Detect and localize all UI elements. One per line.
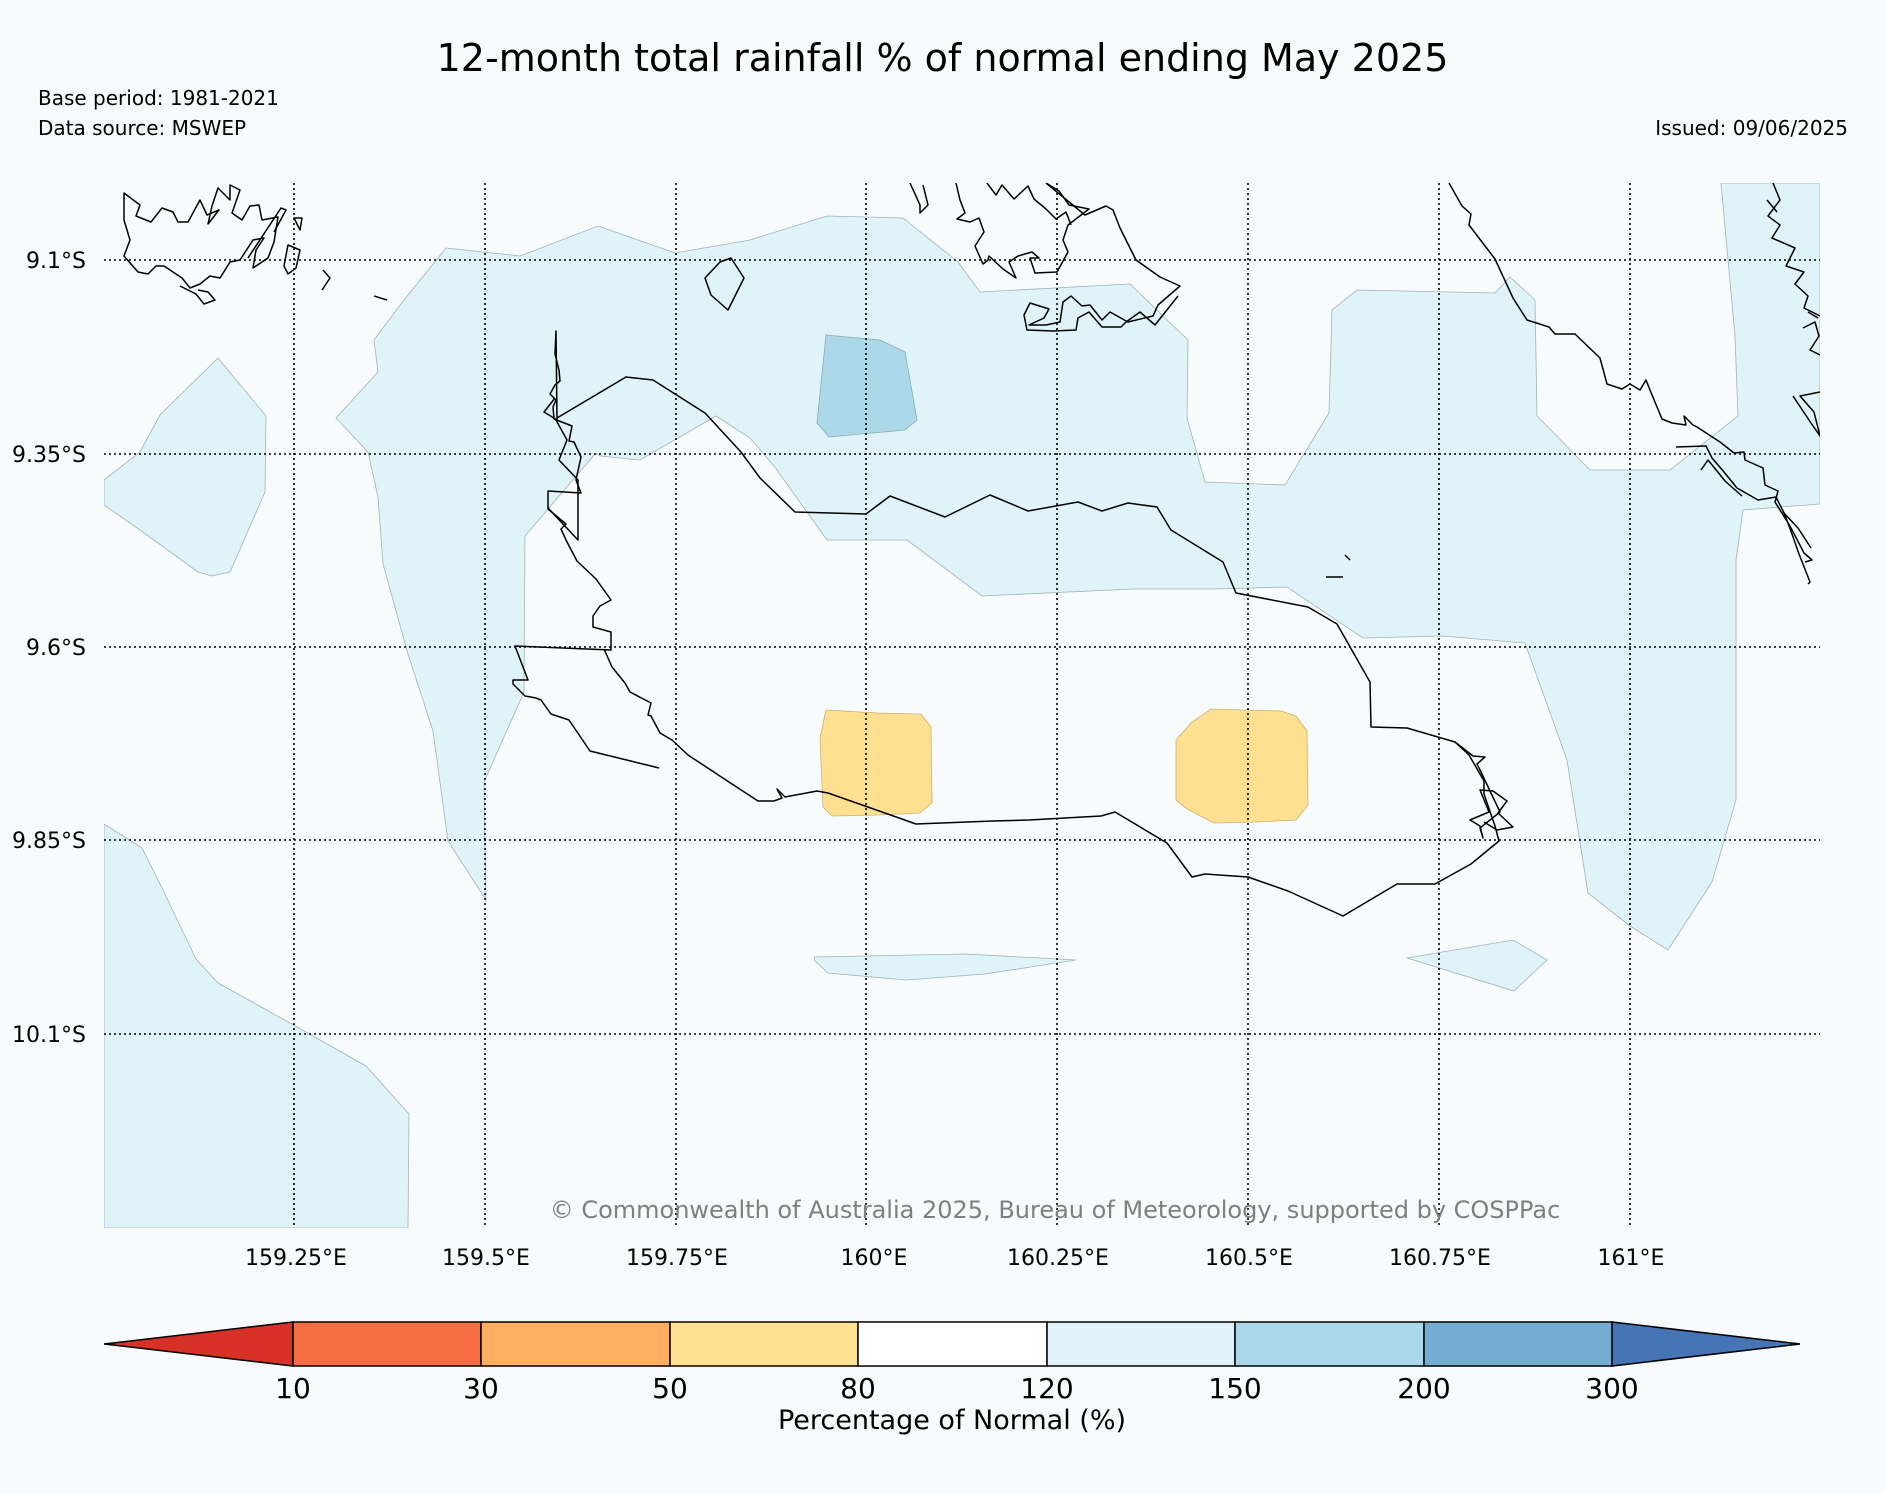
colorbar-bin xyxy=(292,1321,482,1367)
copyright-notice: © Commonwealth of Australia 2025, Bureau… xyxy=(550,1196,1561,1224)
colorbar-bin xyxy=(1234,1321,1425,1367)
lon-label: 160.25°E xyxy=(1007,1246,1109,1271)
graticule xyxy=(104,183,1820,1228)
lon-label: 159.5°E xyxy=(442,1246,530,1271)
colorbar-extend-low xyxy=(103,1321,294,1367)
colorbar-bin xyxy=(857,1321,1048,1367)
colorbar: 10 30 50 80 120 150 200 300 Percentage o… xyxy=(103,1321,1801,1436)
colorbar-bin xyxy=(480,1321,671,1367)
shading-150-200 xyxy=(816,334,918,438)
colorbar-tick: 300 xyxy=(1585,1372,1638,1405)
colorbar-tick: 10 xyxy=(275,1372,311,1405)
colorbar-tick: 30 xyxy=(463,1372,499,1405)
lat-label: 9.6°S xyxy=(26,636,86,661)
colorbar-bin xyxy=(1423,1321,1613,1367)
lon-label: 160.75°E xyxy=(1389,1246,1491,1271)
lat-label: 10.1°S xyxy=(12,1023,86,1048)
colorbar-tick: 120 xyxy=(1020,1372,1073,1405)
coastlines xyxy=(123,183,1820,917)
colorbar-tick: 200 xyxy=(1397,1372,1450,1405)
lat-label: 9.35°S xyxy=(12,443,86,468)
colorbar-bin xyxy=(1046,1321,1236,1367)
lon-label: 159.25°E xyxy=(245,1246,347,1271)
map-area xyxy=(104,183,1820,1228)
map-title: 12-month total rainfall % of normal endi… xyxy=(436,36,1449,80)
shading-50-80 xyxy=(819,708,1309,824)
lon-label: 160.5°E xyxy=(1205,1246,1293,1271)
colorbar-tick: 80 xyxy=(840,1372,876,1405)
base-period: Base period: 1981-2021 xyxy=(38,86,279,110)
lon-labels: 159.25°E 159.5°E 159.75°E 160°E 160.25°E… xyxy=(245,1246,1664,1271)
lat-label: 9.1°S xyxy=(26,249,86,274)
data-source: Data source: MSWEP xyxy=(38,116,247,140)
colorbar-tick: 50 xyxy=(652,1372,688,1405)
colorbar-bin xyxy=(669,1321,859,1367)
lon-label: 159.75°E xyxy=(626,1246,728,1271)
colorbar-extend-high xyxy=(1611,1321,1801,1367)
lon-label: 161°E xyxy=(1598,1246,1665,1271)
lon-label: 160°E xyxy=(841,1246,908,1271)
lat-label: 9.85°S xyxy=(12,829,86,854)
colorbar-label: Percentage of Normal (%) xyxy=(778,1405,1126,1436)
shading-120-150 xyxy=(104,183,1820,1228)
colorbar-tick: 150 xyxy=(1208,1372,1261,1405)
lat-labels: 9.1°S 9.35°S 9.6°S 9.85°S 10.1°S xyxy=(12,249,86,1048)
issued-date: Issued: 09/06/2025 xyxy=(1655,116,1848,140)
